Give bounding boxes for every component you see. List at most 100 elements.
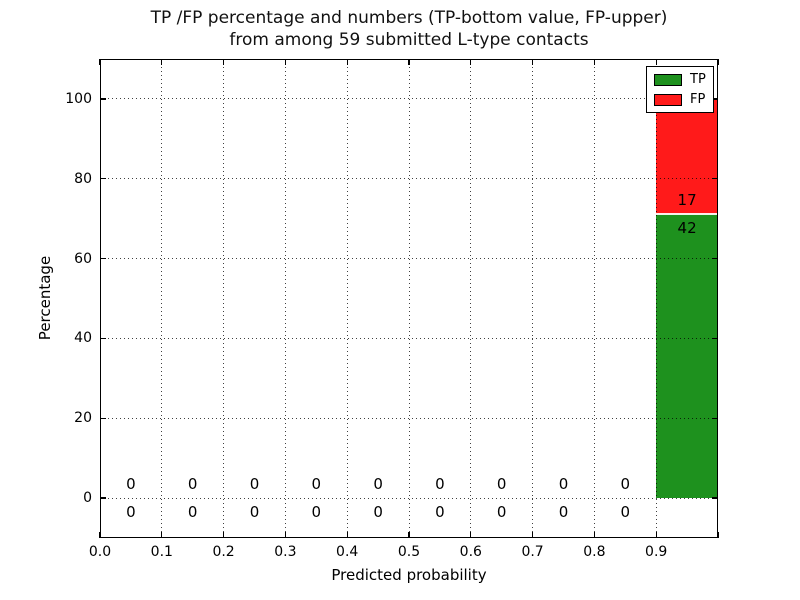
gridline-vertical [655,59,657,538]
y-axis-tick [100,337,106,340]
legend: TP FP [646,66,714,113]
bar-fp-segment [656,98,718,214]
y-tick-label: 0 [83,490,92,507]
gridline-horizontal [100,178,718,180]
tp-count-label: 0 [496,503,507,522]
tp-count-label: 0 [373,503,383,522]
x-axis-tick-top [346,59,348,65]
fp-count-label: 0 [373,475,383,494]
fp-count-label: 0 [249,475,260,494]
gridline-vertical [593,59,595,538]
chart-title: TP /FP percentage and numbers (TP-bottom… [100,7,718,51]
y-axis-tick [100,178,106,180]
fp-count-label: 0 [558,475,569,494]
y-tick-label: 60 [74,250,92,267]
x-axis-tick-top [408,59,410,65]
chart-title-line1: TP /FP percentage and numbers (TP-bottom… [150,8,668,28]
x-axis-tick [655,532,657,538]
fp-count-label: 0 [435,475,445,494]
legend-label-tp: TP [690,72,706,87]
x-tick-label: 0.7 [521,544,544,560]
tp-count-label: 0 [249,503,260,522]
gridline-horizontal [100,497,718,499]
y-tick-label: 100 [65,90,92,107]
tp-count-label: 0 [126,503,136,522]
x-axis-tick-top [531,59,534,65]
x-tick-label: 0.5 [397,544,421,560]
legend-item-fp: FP [654,93,706,106]
y-axis-tick-right [712,257,718,260]
plot-area: TP FP 0 0 0 0 0 0 0 0 0 0 0 0 0 0 0 0 0 0 17 42 [99,59,719,538]
x-axis-tick-top [655,59,657,65]
x-tick-label: 0.6 [459,544,482,560]
x-axis-tick [593,532,596,538]
tp-color-swatch [654,73,682,86]
fp-count-label: 0 [496,475,507,494]
y-tick-label: 40 [74,330,92,347]
fp-count-label: 0 [311,475,322,494]
bar-segment-separator [656,212,718,215]
gridline-vertical [161,59,163,538]
x-axis-tick [99,532,101,538]
y-axis-tick-right [712,337,718,340]
fp-count-label: 17 [677,190,697,209]
bar-tp-segment [656,213,718,499]
y-axis-tick-right [712,98,718,100]
x-tick-label: 0.0 [88,544,112,560]
x-axis-tick-top [99,59,101,65]
gridline-vertical [284,59,286,538]
x-axis-tick-top [222,59,225,65]
gridline-vertical [346,59,348,538]
x-axis-tick-top [593,59,596,65]
y-tick-label: 20 [74,410,92,427]
tp-count-label: 0 [435,503,445,522]
x-axis-tick [470,532,472,538]
fp-color-swatch [654,93,682,106]
gridline-vertical [223,59,225,538]
x-tick-label: 0.8 [583,544,606,560]
x-axis-tick [161,532,163,538]
gridline-vertical [532,59,534,538]
fp-count-label: 0 [187,475,198,494]
x-tick-label: 0.1 [150,544,173,560]
y-axis-tick [100,497,106,499]
tp-count-label: 0 [311,503,322,522]
gridline-horizontal [100,258,718,260]
gridline-horizontal [100,337,718,339]
y-axis-tick-right [712,417,718,419]
x-axis-tick-top [284,59,287,65]
legend-label-fp: FP [690,92,706,107]
x-axis-tick [717,532,719,538]
x-axis-tick [222,532,225,538]
x-axis-tick-top [717,59,719,65]
tp-count-label: 0 [558,503,569,522]
x-axis-tick [346,532,348,538]
x-axis-tick [531,532,534,538]
x-axis-tick [408,532,410,538]
tp-count-label: 42 [677,218,697,237]
tp-count-label: 0 [620,503,631,522]
x-axis-tick-top [161,59,163,65]
y-axis-tick [100,257,106,260]
y-tick-label: 80 [74,170,92,187]
legend-item-tp: TP [654,73,706,86]
chart-title-line2: from among 59 submitted L-type contacts [229,30,589,50]
y-axis-tick [100,98,106,100]
gridline-horizontal [100,417,718,419]
gridline-vertical [470,59,472,538]
fp-count-label: 0 [126,475,136,494]
x-axis-tick [284,532,287,538]
y-axis-tick-right [712,178,718,180]
x-tick-label: 0.3 [274,544,297,560]
x-tick-label: 0.2 [212,544,235,560]
y-axis-tick-right [712,497,718,499]
y-axis-tick [100,417,106,419]
tp-count-label: 0 [187,503,198,522]
gridline-horizontal [100,98,718,100]
gridline-vertical [408,59,410,538]
x-tick-label: 0.4 [336,544,359,560]
fp-count-label: 0 [620,475,631,494]
x-axis-tick-top [470,59,472,65]
x-tick-label: 0.9 [645,544,668,560]
